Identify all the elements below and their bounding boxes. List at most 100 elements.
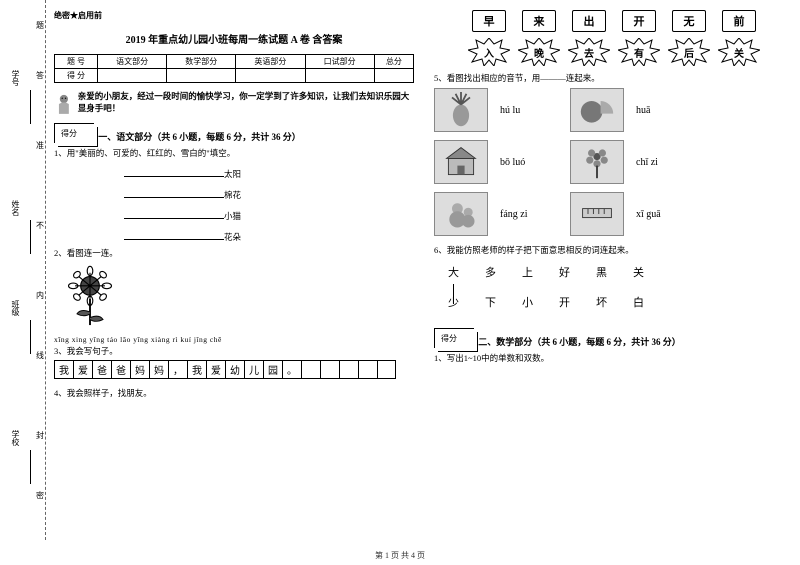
table-row: 题 号 语文部分 数学部分 英语部分 口试部分 总分 [55,55,414,69]
word-box: 来 [522,10,556,32]
table-cell: 题 号 [55,55,98,69]
fill-blank: 太阳 [124,167,414,180]
char-cell: 爸 [92,360,111,379]
binding-label: 学校 [10,430,21,446]
fill-blank: 小猫 [124,209,414,222]
char-cell [320,360,339,379]
pinyin-label: hú lu [500,105,570,116]
burst-box: 有 [618,38,660,66]
seal-marker: 内 [36,290,44,301]
question-3: 3、我会写句子。 [54,345,414,357]
char-row: 少 下 小 开 坏 白 [448,294,794,310]
word-box: 无 [672,10,706,32]
gourd-icon [434,192,488,236]
section-header: 得分 一、语文部分（共 6 小题，每题 6 分，共计 36 分） [54,123,414,143]
seal-marker: 答 [36,70,44,81]
char-cell [358,360,377,379]
char-row: 大 多 上 好 黑 关 [448,264,794,280]
match-grid: hú lu huā bō luó chǐ zi fáng zi xī guā [434,88,794,236]
char-cell [301,360,320,379]
char-cell: ， [168,360,187,379]
table-cell: 口试部分 [305,55,374,69]
pinyin-label: xī guā [636,209,706,220]
burst-box: 去 [568,38,610,66]
table-cell: 总分 [374,55,413,69]
char-cell: 幼 [225,360,244,379]
seal-marker: 线 [36,350,44,361]
char-cell: 我 [187,360,206,379]
question-5: 5、看图找出相应的音节，用———连起来。 [434,72,794,84]
binding-margin: 学号 姓名 班级 学校 题 答 准 不 内 线 封 密 [0,0,46,540]
table-cell: 英语部分 [236,55,305,69]
table-cell [236,69,305,83]
table-row: 得 分 [55,69,414,83]
score-table: 题 号 语文部分 数学部分 英语部分 口试部分 总分 得 分 [54,54,414,83]
char: 关 [633,264,644,280]
char-cell: 妈 [149,360,168,379]
sunflower-icon [62,265,118,331]
char-cell: 爸 [111,360,130,379]
question-6: 6、我能仿照老师的样子把下面意思相反的词连起来。 [434,244,794,256]
char-cell: 。 [282,360,301,379]
ruler-icon [570,192,624,236]
char-cell: 妈 [130,360,149,379]
secret-label: 绝密★启用前 [54,10,414,21]
word-box: 出 [572,10,606,32]
flower-icon [570,140,624,184]
question-2: 2、看图连一连。 [54,247,414,259]
binding-line [30,90,31,124]
table-cell: 数学部分 [167,55,236,69]
seal-marker: 不 [36,220,44,231]
binding-line [30,450,31,484]
pinyin-row: xīng xing yīng táo lǎo yīng xiàng rì kuí… [54,335,414,344]
binding-label: 学号 [10,70,21,86]
child-icon [54,91,74,117]
table-cell: 语文部分 [98,55,167,69]
intro-block: 亲爱的小朋友，经过一段时间的愉快学习，你一定学到了许多知识，让我们去知识乐园大显… [54,91,414,117]
char: 开 [559,294,570,310]
char: 上 [522,264,533,280]
table-cell [374,69,413,83]
fill-blank: 花朵 [124,230,414,243]
burst-box: 晚 [518,38,560,66]
fill-blank: 棉花 [124,188,414,201]
char: 白 [633,294,644,310]
pinyin-label: chǐ zi [636,157,706,168]
table-cell: 得 分 [55,69,98,83]
house-icon [434,140,488,184]
table-cell [305,69,374,83]
section-title: 一、语文部分（共 6 小题，每题 6 分，共计 36 分） [98,132,301,142]
math-question-1: 1、写出1~10中的单数和双数。 [434,352,794,364]
pinyin-label: bō luó [500,157,570,168]
word-box: 早 [472,10,506,32]
char-cell [339,360,358,379]
seal-marker: 封 [36,430,44,441]
char-cell: 爱 [206,360,225,379]
seal-marker: 准 [36,140,44,151]
burst-box: 关 [718,38,760,66]
score-box: 得分 [434,328,474,348]
burst-box: 后 [668,38,710,66]
intro-text: 亲爱的小朋友，经过一段时间的愉快学习，你一定学到了许多知识，让我们去知识乐园大显… [78,91,414,115]
sentence-boxes: 我 爱 爸 爸 妈 妈 ， 我 爱 幼 儿 园 。 [54,360,414,379]
page-footer: 第 1 页 共 4 页 [0,550,800,561]
char: 多 [485,264,496,280]
section-header: 得分 二、数学部分（共 6 小题，每题 6 分，共计 36 分） [434,328,794,348]
char-cell: 爱 [73,360,92,379]
connect-line [453,284,454,304]
char-cell: 园 [263,360,282,379]
table-cell [167,69,236,83]
section-title: 二、数学部分（共 6 小题，每题 6 分，共计 36 分） [478,337,681,347]
seal-marker: 题 [36,20,44,31]
word-boxes-row: 早 来 出 开 无 前 [434,10,794,32]
pinyin-label: huā [636,105,706,116]
left-column: 绝密★启用前 2019 年重点幼儿园小班每周一练试题 A 卷 含答案 题 号 语… [54,10,414,540]
char-cell [377,360,396,379]
char: 坏 [596,294,607,310]
word-box: 开 [622,10,656,32]
page-content: 绝密★启用前 2019 年重点幼儿园小班每周一练试题 A 卷 含答案 题 号 语… [54,10,794,540]
binding-label: 姓名 [10,200,21,216]
char: 好 [559,264,570,280]
exam-title: 2019 年重点幼儿园小班每周一练试题 A 卷 含答案 [54,31,414,46]
char-cell: 儿 [244,360,263,379]
